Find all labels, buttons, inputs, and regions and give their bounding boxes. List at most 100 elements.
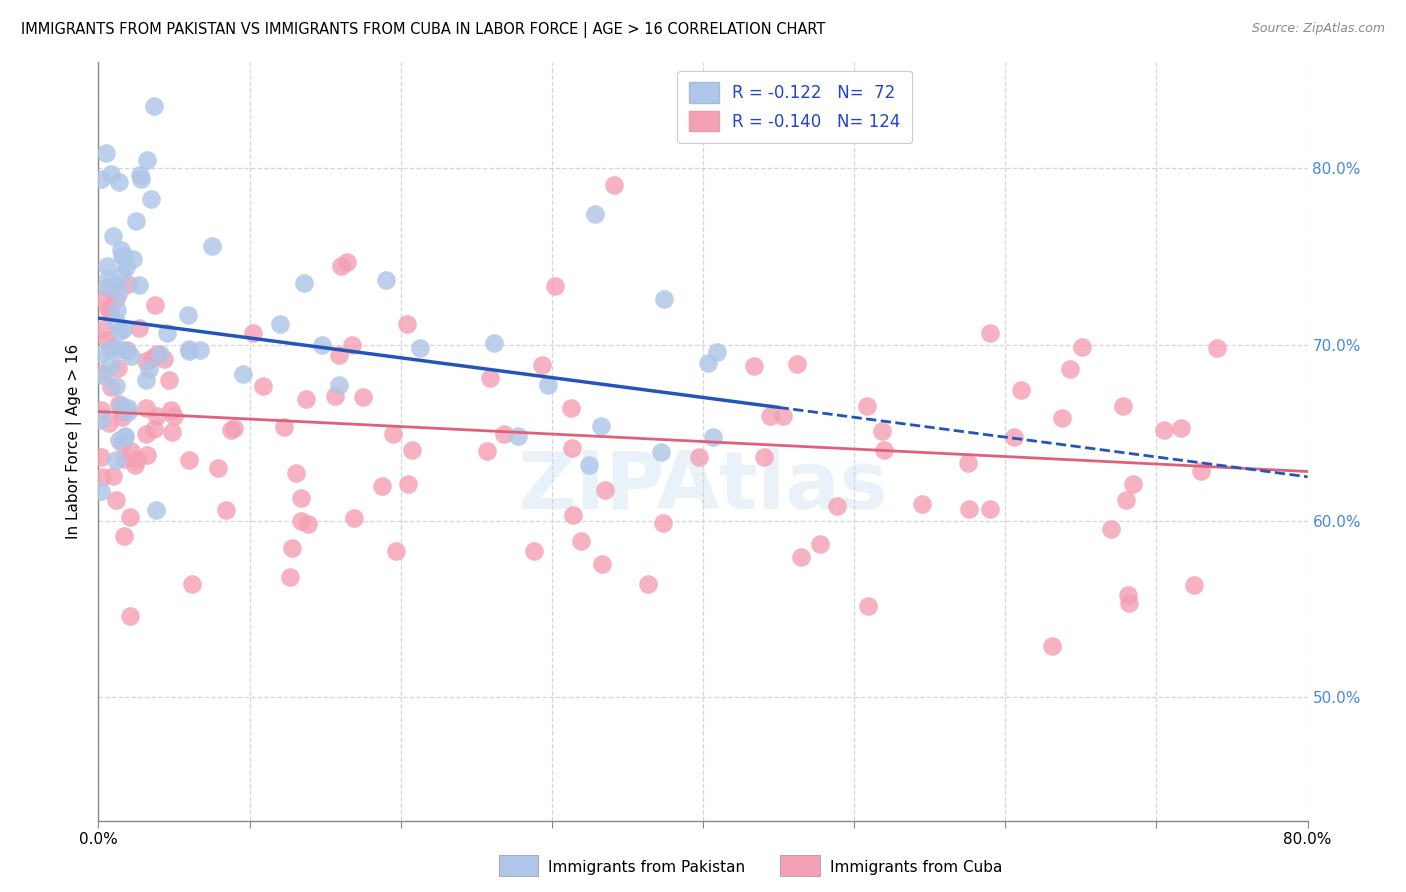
Point	[177, 308, 200, 322]
Point	[115, 260, 138, 274]
Point	[111, 267, 134, 281]
Point	[90, 347, 112, 361]
Point	[159, 402, 181, 417]
Point	[281, 541, 304, 555]
Point	[1002, 429, 1025, 443]
Point	[110, 243, 132, 257]
Point	[506, 429, 529, 443]
Point	[873, 442, 896, 457]
Point	[215, 502, 238, 516]
Point	[131, 171, 153, 186]
Point	[146, 409, 169, 424]
Point	[561, 508, 583, 523]
Point	[101, 228, 124, 243]
Point	[135, 373, 157, 387]
Point	[90, 366, 112, 380]
Point	[110, 398, 132, 412]
Point	[90, 402, 112, 417]
Point	[336, 255, 359, 269]
Point	[1040, 639, 1063, 653]
Point	[98, 342, 121, 356]
Point	[96, 333, 118, 347]
Point	[97, 272, 120, 286]
Point	[1153, 423, 1175, 437]
Point	[128, 320, 150, 334]
Point	[1122, 477, 1144, 491]
Point	[870, 424, 893, 438]
Text: Source: ZipAtlas.com: Source: ZipAtlas.com	[1251, 22, 1385, 36]
Point	[146, 347, 169, 361]
Point	[979, 502, 1001, 516]
Point	[786, 357, 808, 371]
Point	[273, 420, 295, 434]
Point	[136, 153, 159, 167]
Point	[979, 326, 1001, 340]
Point	[1182, 578, 1205, 592]
Point	[128, 278, 150, 293]
Point	[396, 476, 419, 491]
Point	[477, 443, 499, 458]
Point	[117, 401, 139, 416]
Point	[98, 304, 121, 318]
Point	[523, 544, 546, 558]
Point	[856, 399, 879, 413]
Point	[401, 443, 423, 458]
Point	[115, 343, 138, 358]
Point	[93, 293, 115, 307]
Point	[280, 570, 302, 584]
Point	[371, 479, 394, 493]
Point	[560, 401, 582, 416]
Point	[90, 483, 112, 498]
Point	[127, 452, 149, 467]
Point	[569, 533, 592, 548]
Point	[125, 213, 148, 227]
Point	[105, 493, 128, 508]
Point	[856, 599, 879, 613]
Point	[790, 549, 813, 564]
Point	[1010, 384, 1032, 398]
Point	[295, 392, 318, 406]
Point	[342, 337, 364, 351]
Point	[827, 499, 849, 513]
Point	[603, 178, 626, 192]
Point	[90, 172, 112, 186]
Point	[329, 260, 352, 274]
Point	[242, 326, 264, 341]
Point	[381, 427, 404, 442]
Point	[311, 338, 333, 352]
Point	[97, 301, 120, 316]
Point	[269, 318, 291, 332]
Point	[537, 377, 560, 392]
Point	[105, 315, 128, 329]
Point	[637, 576, 659, 591]
Point	[104, 277, 127, 291]
Point	[772, 409, 794, 424]
Point	[108, 285, 131, 299]
Point	[650, 445, 672, 459]
Point	[101, 340, 124, 354]
Point	[120, 509, 142, 524]
Point	[120, 443, 142, 458]
Point	[110, 436, 132, 450]
Point	[702, 430, 724, 444]
Point	[188, 343, 211, 357]
Point	[141, 351, 163, 365]
Point	[114, 430, 136, 444]
Point	[1116, 588, 1139, 602]
Point	[219, 423, 242, 437]
Point	[94, 145, 117, 160]
Point	[222, 421, 245, 435]
Point	[1170, 421, 1192, 435]
Point	[107, 175, 129, 189]
Point	[135, 353, 157, 368]
Point	[1115, 492, 1137, 507]
Point	[103, 469, 125, 483]
Point	[593, 483, 616, 498]
Point	[297, 517, 319, 532]
Point	[492, 427, 515, 442]
Point	[395, 317, 418, 331]
Y-axis label: In Labor Force | Age > 16: In Labor Force | Age > 16	[66, 344, 83, 539]
Point	[100, 380, 122, 394]
Point	[120, 349, 142, 363]
Point	[111, 410, 134, 425]
